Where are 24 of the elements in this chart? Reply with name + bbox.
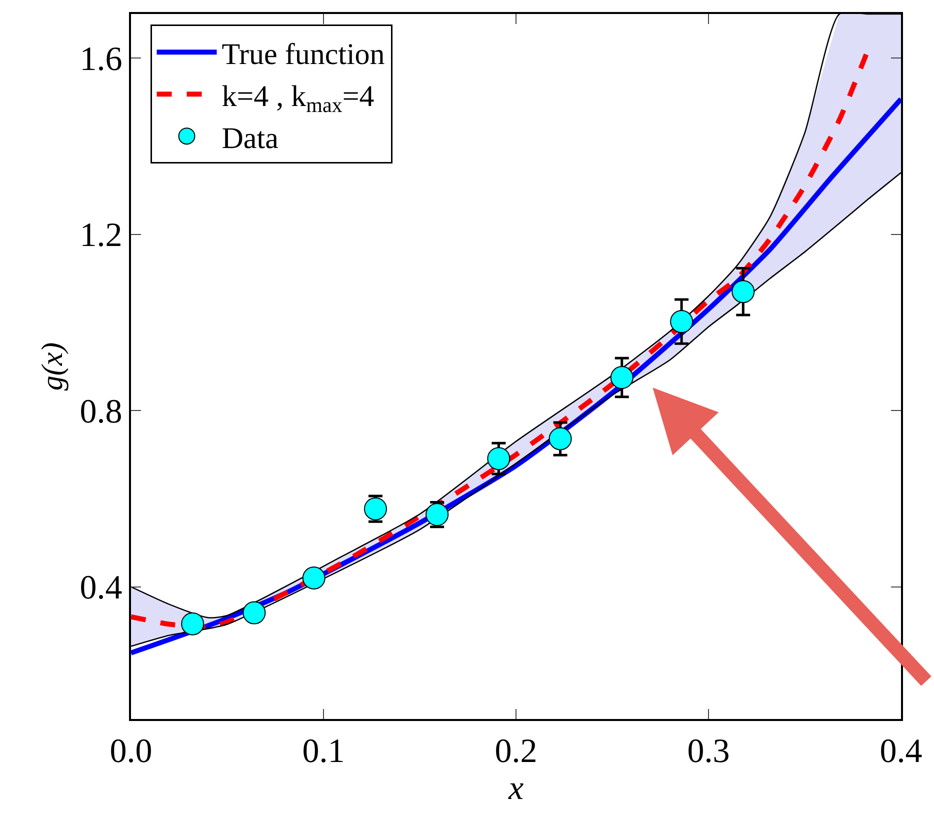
point — [610, 366, 634, 390]
x-tick-label: 0.3 — [687, 732, 730, 770]
point — [732, 280, 755, 304]
y-tick-label: 1.6 — [80, 40, 122, 78]
x-tick-label: 0.4 — [880, 732, 922, 770]
x-tick-label: 0.2 — [494, 732, 538, 770]
legend-label: Data — [222, 122, 278, 155]
point — [426, 503, 449, 526]
point — [181, 612, 204, 636]
legend-label: True function — [222, 38, 385, 71]
point — [242, 601, 266, 624]
point — [487, 447, 510, 470]
x-axis-title: x — [507, 770, 524, 807]
y-tick-label: 0.8 — [80, 393, 122, 430]
point — [670, 310, 694, 334]
y-tick-label: 0.4 — [80, 570, 122, 607]
legend-label: k=4 , k$_{max}$=4 — [222, 80, 374, 118]
y-axis-title: g(x) — [36, 342, 70, 391]
point — [548, 427, 572, 450]
x-tick-label: 0.1 — [302, 732, 345, 770]
point — [302, 566, 326, 590]
point — [364, 497, 387, 520]
x-tick-label: 0.0 — [110, 732, 152, 770]
y-tick-label: 1.2 — [80, 217, 122, 254]
